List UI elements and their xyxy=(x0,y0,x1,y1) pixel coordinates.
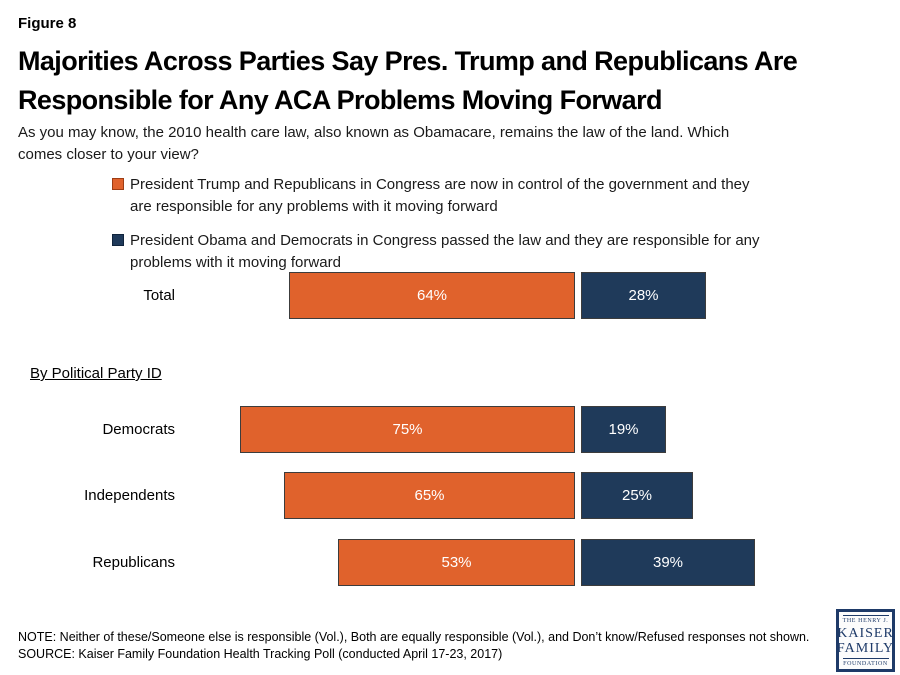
source-text: SOURCE: Kaiser Family Foundation Health … xyxy=(18,647,503,661)
chart-row-democrats: Democrats 75% 19% xyxy=(0,406,900,453)
logo-line-henry-j: THE HENRY J. xyxy=(842,618,889,625)
bar-obama-republicans: 39% xyxy=(581,539,755,586)
figure-number: Figure 8 xyxy=(18,15,77,32)
row-label-republicans: Republicans xyxy=(92,554,175,571)
survey-question-line2: comes closer to your view? xyxy=(18,146,199,163)
bar-obama-total: 28% xyxy=(581,272,706,319)
bar-trump-republicans: 53% xyxy=(338,539,575,586)
bar-value-trump-independents: 65% xyxy=(414,487,445,504)
legend-label-obama-line2: problems with it moving forward xyxy=(130,254,341,271)
chart-row-total: Total 64% 28% xyxy=(0,272,900,319)
footnotes: NOTE: Neither of these/Someone else is r… xyxy=(18,629,809,663)
legend-label-obama: President Obama and Democrats in Congres… xyxy=(130,230,760,274)
kff-foundation-logo: THE HENRY J. KAISER FAMILY FOUNDATION xyxy=(836,609,895,672)
legend: President Trump and Republicans in Congr… xyxy=(112,174,760,286)
bar-value-obama-independents: 25% xyxy=(621,487,653,504)
bar-trump-total: 64% xyxy=(289,272,575,319)
logo-rule-bottom xyxy=(842,657,889,659)
chart-row-republicans: Republicans 53% 39% xyxy=(0,539,900,586)
orange-square-icon xyxy=(112,178,124,190)
bar-obama-democrats: 19% xyxy=(581,406,666,453)
survey-question-line1: As you may know, the 2010 health care la… xyxy=(18,124,730,141)
row-label-independents: Independents xyxy=(84,487,175,504)
legend-item-trump: President Trump and Republicans in Congr… xyxy=(112,174,760,218)
logo-line-kaiser: KAISER xyxy=(837,625,894,641)
logo-rule-top xyxy=(842,615,889,616)
group-heading-party-id: By Political Party ID xyxy=(30,365,162,382)
bar-value-obama-total: 28% xyxy=(628,287,659,304)
bar-value-trump-republicans: 53% xyxy=(441,554,472,571)
bar-value-trump-total: 64% xyxy=(416,287,448,304)
bar-value-trump-democrats: 75% xyxy=(392,421,423,438)
bar-value-obama-democrats: 19% xyxy=(608,421,639,438)
legend-label-obama-line1: President Obama and Democrats in Congres… xyxy=(130,232,760,249)
logo-line-foundation: FOUNDATION xyxy=(843,660,888,667)
bar-obama-independents: 25% xyxy=(581,472,693,519)
survey-question: As you may know, the 2010 health care la… xyxy=(18,122,729,166)
bar-trump-democrats: 75% xyxy=(240,406,575,453)
chart-row-independents: Independents 65% 25% xyxy=(0,472,900,519)
legend-label-trump-line1: President Trump and Republicans in Congr… xyxy=(130,176,750,193)
note-text: NOTE: Neither of these/Someone else is r… xyxy=(18,630,810,644)
navy-square-icon xyxy=(112,234,124,246)
bar-trump-independents: 65% xyxy=(284,472,575,519)
legend-label-trump: President Trump and Republicans in Congr… xyxy=(130,174,750,218)
bar-value-obama-republicans: 39% xyxy=(652,554,684,571)
row-label-democrats: Democrats xyxy=(102,421,175,438)
legend-label-trump-line2: are responsible for any problems with it… xyxy=(130,198,498,215)
chart-title: Majorities Across Parties Say Pres. Trum… xyxy=(18,46,798,115)
logo-line-family: FAMILY xyxy=(836,641,895,657)
legend-item-obama: President Obama and Democrats in Congres… xyxy=(112,230,760,274)
row-label-total: Total xyxy=(143,287,175,304)
